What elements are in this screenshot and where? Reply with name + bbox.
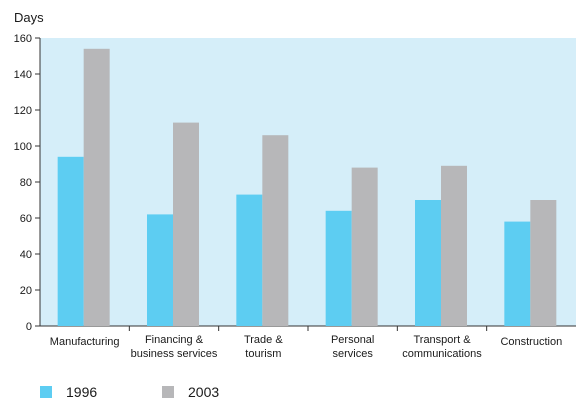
bar-2003-3 — [351, 167, 378, 326]
bar-1996-4 — [415, 200, 441, 326]
bar-2003-5 — [530, 200, 557, 326]
x-tick-label-5: Construction — [500, 336, 562, 348]
y-tick-label-120: 120 — [14, 105, 32, 117]
y-tick-label-60: 60 — [20, 213, 32, 225]
bar-2003-0 — [83, 48, 110, 327]
legend-swatch-2003 — [162, 386, 174, 398]
y-tick-label-40: 40 — [20, 249, 32, 261]
y-tick-label-80: 80 — [20, 177, 32, 189]
bar-chart-svg: 0 20 40 60 80 100 120 140 160 Manufacturing Finan… — [14, 10, 576, 360]
y-tick-label-160: 160 — [14, 33, 32, 45]
bar-2003-2 — [262, 135, 289, 326]
bar-1996-2 — [236, 194, 263, 326]
x-axis: Manufacturing Financing & business service… — [40, 325, 576, 360]
legend-label-1996: 1996 — [66, 384, 98, 400]
x-tick-label-1: Financing & business services — [131, 334, 218, 360]
y-tick-label-140: 140 — [14, 69, 32, 81]
y-axis: 0 20 40 60 80 100 120 140 160 — [14, 33, 41, 333]
bar-1996-0 — [57, 156, 84, 326]
y-tick-label-0: 0 — [26, 321, 32, 333]
legend-item-1996: 1996 — [40, 384, 97, 400]
bar-2003-4 — [441, 165, 467, 326]
x-tick-label-2: Trade & tourism — [244, 334, 283, 360]
legend-label-2003: 2003 — [188, 384, 220, 400]
legend-swatch-1996 — [40, 386, 52, 398]
bars — [57, 48, 557, 327]
bar-1996-3 — [325, 210, 352, 326]
plot-background — [40, 38, 576, 326]
legend-item-2003: 2003 — [162, 384, 219, 400]
legend: 1996 2003 — [0, 384, 576, 404]
x-tick-label-3: Personal services — [331, 334, 374, 360]
x-tick-label-4: Transport & communications — [402, 334, 482, 360]
x-tick-label-0: Manufacturing — [50, 336, 120, 348]
y-axis-label: Days — [14, 10, 44, 25]
y-tick-label-20: 20 — [20, 285, 32, 297]
bar-1996-1 — [147, 214, 173, 326]
y-tick-label-100: 100 — [14, 141, 32, 153]
bar-1996-5 — [504, 221, 531, 326]
bar-2003-1 — [173, 122, 199, 326]
